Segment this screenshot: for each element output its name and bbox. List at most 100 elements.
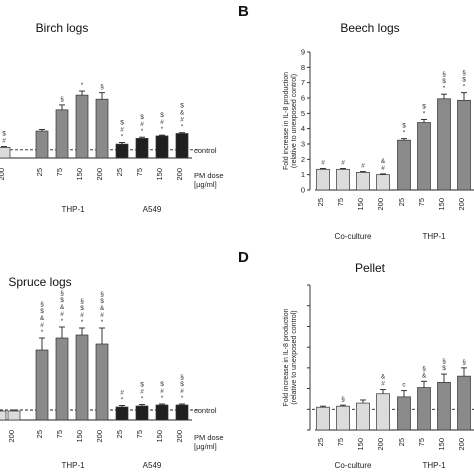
significance-marker: $ [462, 77, 466, 84]
chart-title: Birch logs [36, 21, 89, 35]
panel-label: D [238, 249, 249, 266]
bar [397, 396, 411, 431]
group-label: A549 [143, 461, 162, 470]
significance-marker: $ [80, 305, 84, 312]
significance-marker: & [60, 304, 65, 311]
significance-marker: # [381, 381, 385, 388]
x-tick-label: 200 [457, 438, 466, 451]
significance-marker: # [321, 160, 325, 167]
significance-marker: c [402, 382, 406, 389]
y-tick-label: 3 [301, 140, 305, 149]
significance-marker: # [361, 163, 365, 170]
significance-marker: $ [402, 123, 406, 130]
significance-marker: * [463, 84, 466, 91]
significance-marker: # [80, 312, 84, 319]
bar [135, 405, 149, 421]
bar [115, 406, 129, 421]
significance-marker: * [141, 128, 144, 135]
bar [35, 130, 49, 159]
significance-marker: # [180, 388, 184, 395]
significance-marker: # [2, 138, 6, 145]
dose-label: PM dose [194, 433, 224, 442]
significance-marker: * [181, 124, 184, 131]
bar [175, 404, 189, 421]
group-label: THP-1 [61, 461, 85, 470]
significance-marker: & [381, 374, 386, 381]
x-tick-label: 200 [0, 168, 6, 181]
x-tick-label: 25 [115, 430, 124, 438]
significance-marker: * [121, 133, 124, 140]
chart-title: Beech logs [340, 21, 399, 35]
significance-marker: # [160, 119, 164, 126]
significance-marker: * [403, 130, 406, 137]
y-tick-label: 2 [301, 155, 305, 164]
significance-marker: $ [140, 114, 144, 121]
bar [397, 139, 411, 191]
significance-marker: * [41, 329, 44, 336]
bar [336, 405, 350, 431]
x-tick-label: 25 [397, 438, 406, 446]
y-axis-label: Fold increase in IL-8 production [283, 72, 290, 170]
significance-marker: $ [422, 103, 426, 110]
bar [316, 168, 330, 191]
significance-marker: § [60, 96, 64, 103]
significance-marker: § [60, 290, 64, 297]
dose-unit-label: [µg/ml] [194, 180, 217, 189]
x-tick-label: 75 [135, 168, 144, 176]
x-tick-label: 200 [95, 430, 104, 443]
x-tick-label: 200 [376, 438, 385, 451]
bar [316, 406, 330, 431]
x-tick-label: 75 [417, 438, 426, 446]
x-tick-label: 25 [115, 168, 124, 176]
bar [376, 174, 390, 191]
bar [75, 334, 89, 421]
bar [155, 404, 169, 421]
x-tick-label: 75 [135, 430, 144, 438]
bar [376, 393, 390, 431]
x-tick-label: 25 [316, 438, 325, 446]
dose-unit-label: [µg/ml] [194, 442, 217, 451]
significance-marker: * [121, 397, 124, 404]
significance-marker: # [120, 390, 124, 397]
significance-marker: $ [60, 297, 64, 304]
significance-marker: $ [180, 381, 184, 388]
bar [437, 382, 451, 431]
control-label: control [194, 406, 217, 415]
significance-marker: # [180, 117, 184, 124]
y-axis-label: Fold increase in IL-8 production [283, 308, 290, 406]
significance-marker: & [100, 305, 105, 312]
bar [356, 172, 370, 191]
x-tick-label: 25 [397, 198, 406, 206]
significance-marker: * [423, 110, 426, 117]
significance-marker: $ [140, 382, 144, 389]
bar [55, 109, 69, 159]
significance-marker: § [341, 396, 345, 403]
significance-marker: # [140, 121, 144, 128]
x-tick-label: 150 [155, 430, 164, 443]
significance-marker: * [443, 85, 446, 92]
significance-marker: § [442, 358, 446, 365]
group-label: THP-1 [61, 205, 85, 214]
bar [155, 135, 169, 159]
x-tick-label: 200 [457, 198, 466, 211]
x-tick-label: 25 [35, 168, 44, 176]
x-tick-label: 150 [75, 430, 84, 443]
significance-marker: * [101, 319, 104, 326]
significance-marker: § [180, 374, 184, 381]
bar [417, 387, 431, 431]
significance-marker: * [61, 318, 64, 325]
y-tick-label: 4 [301, 124, 305, 133]
x-tick-label: 75 [336, 198, 345, 206]
x-tick-label: 200 [7, 430, 16, 443]
x-tick-label: 150 [356, 438, 365, 451]
x-tick-label: 75 [55, 168, 64, 176]
significance-marker: & [40, 315, 45, 322]
x-tick-label: 150 [437, 438, 446, 451]
bar [0, 147, 11, 159]
bar [55, 337, 69, 421]
significance-marker: # [160, 388, 164, 395]
significance-marker: § [40, 301, 44, 308]
